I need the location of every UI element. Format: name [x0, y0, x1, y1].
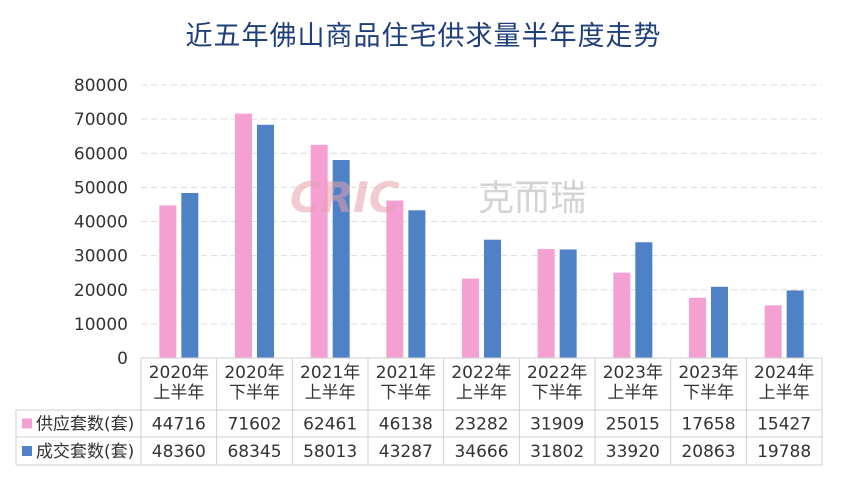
bar-supply — [537, 249, 555, 358]
category-label: 下半年 — [380, 383, 431, 403]
bar-sales — [408, 210, 426, 358]
data-cell: 44716 — [152, 415, 206, 435]
data-cell: 68345 — [227, 442, 281, 462]
category-label: 下半年 — [532, 383, 583, 403]
bar-supply — [764, 305, 782, 358]
category-label: 2021年 — [376, 363, 436, 383]
bar-sales — [635, 242, 653, 358]
legend-swatch — [22, 418, 32, 429]
bar-sales — [559, 249, 577, 358]
category-label: 2024年 — [754, 363, 814, 383]
y-tick-label: 60000 — [74, 144, 128, 164]
cric-watermark: CRIC 克而瑞 — [290, 173, 586, 222]
bar-supply — [689, 297, 706, 358]
category-label: 上半年 — [305, 383, 356, 403]
data-cell: 71602 — [227, 415, 281, 435]
watermark-logo: CRIC — [290, 173, 400, 222]
category-label: 2020年 — [224, 363, 284, 383]
category-label: 上半年 — [153, 383, 204, 403]
category-label: 上半年 — [456, 383, 507, 403]
bar-supply — [613, 272, 631, 358]
data-cell: 19788 — [757, 442, 811, 462]
category-label: 2020年 — [149, 363, 209, 383]
bar-sales — [332, 160, 350, 358]
category-label: 2022年 — [451, 363, 511, 383]
y-tick-label: 70000 — [74, 110, 128, 130]
data-cell: 23282 — [454, 415, 508, 435]
bars — [159, 113, 804, 358]
bar-supply — [310, 144, 328, 358]
data-cell: 33920 — [606, 442, 660, 462]
y-tick-label: 30000 — [74, 247, 128, 267]
data-cell: 34666 — [454, 442, 508, 462]
data-cell: 43287 — [379, 442, 433, 462]
y-tick-label: 10000 — [74, 315, 128, 335]
category-label: 上半年 — [607, 383, 658, 403]
y-tick-label: 80000 — [74, 76, 128, 96]
data-cell: 31909 — [530, 415, 584, 435]
bar-supply — [159, 205, 177, 358]
grid-lines — [141, 84, 822, 325]
legend-swatch — [22, 446, 32, 456]
data-cell: 31802 — [530, 442, 584, 462]
data-cell: 15427 — [757, 415, 811, 435]
bar-sales — [257, 124, 274, 358]
data-cell: 25015 — [606, 415, 660, 435]
bar-sales — [181, 192, 199, 358]
bar-supply — [462, 278, 479, 358]
bar-supply — [386, 200, 404, 358]
data-cell: 48360 — [152, 442, 206, 462]
legend-label: 成交套数(套) — [36, 442, 134, 462]
bar-sales — [786, 290, 804, 358]
category-label: 2021年 — [300, 363, 360, 383]
chart-title: 近五年佛山商品住宅供求量半年度走势 — [185, 21, 662, 52]
category-label: 下半年 — [683, 383, 734, 403]
y-tick-label: 20000 — [74, 281, 128, 301]
data-cell: 20863 — [681, 442, 735, 462]
bar-supply — [235, 113, 252, 358]
category-label: 2022年 — [527, 363, 587, 383]
category-label: 上半年 — [759, 383, 810, 403]
y-tick-label: 50000 — [74, 178, 128, 198]
data-cell: 46138 — [379, 415, 433, 435]
data-cell: 17658 — [681, 415, 735, 435]
data-cell: 62461 — [303, 415, 357, 435]
data-cell: 58013 — [303, 442, 357, 462]
y-tick-label: 0 — [117, 349, 128, 369]
legend-label: 供应套数(套) — [36, 415, 134, 435]
data-table: 2020年上半年2020年下半年2021年上半年2021年下半年2022年上半年… — [15, 357, 823, 466]
category-label: 下半年 — [229, 383, 280, 403]
category-label: 2023年 — [678, 363, 738, 383]
bar-sales — [711, 286, 728, 358]
y-axis-ticks: 0 10000 20000 30000 40000 50000 60000 70000 8000… — [74, 76, 128, 369]
bar-sales — [484, 239, 501, 358]
y-tick-label: 40000 — [74, 213, 128, 233]
watermark-text: 克而瑞 — [478, 178, 586, 219]
category-label: 2023年 — [603, 363, 663, 383]
